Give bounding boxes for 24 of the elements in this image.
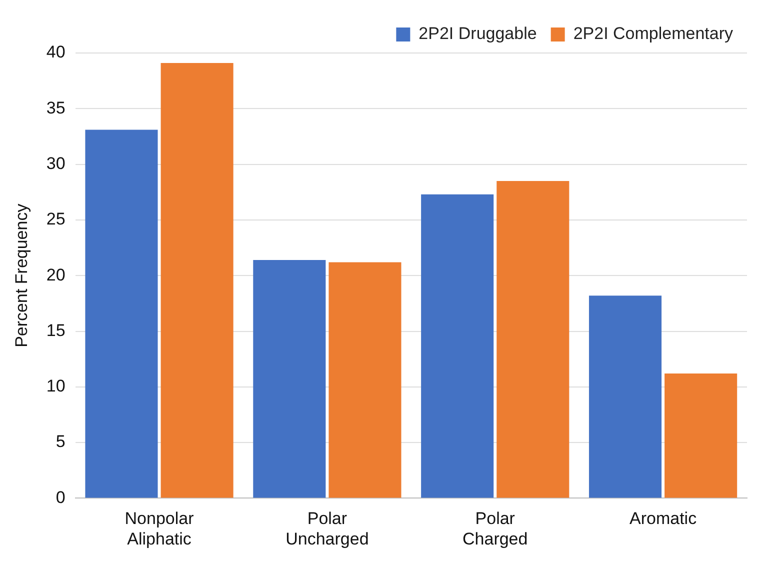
y-axis-title: Percent Frequency — [12, 203, 31, 348]
y-tick-label: 40 — [46, 42, 66, 62]
x-tick-label: Nonpolar Aliphatic — [124, 509, 194, 548]
bar — [253, 260, 326, 498]
bar — [588, 296, 662, 498]
y-tick-label: 25 — [46, 210, 66, 229]
y-tick-label: 15 — [46, 320, 66, 340]
bar — [160, 63, 234, 498]
y-tick-label: 10 — [46, 376, 66, 396]
x-tick-label: Polar Charged — [462, 509, 528, 548]
x-tick-label: Aromatic — [630, 509, 698, 528]
bar — [664, 374, 738, 498]
bar — [421, 194, 494, 498]
bar — [85, 130, 158, 498]
y-tick-label: 35 — [46, 98, 66, 118]
bar — [496, 180, 570, 498]
x-tick-label: Polar Uncharged — [286, 509, 369, 548]
y-tick-label: 5 — [56, 432, 66, 452]
y-tick-label: 0 — [56, 488, 66, 507]
bar — [328, 262, 402, 498]
y-tick-label: 20 — [46, 265, 66, 284]
legend-label: 2P2I Complementary — [573, 24, 734, 44]
y-tick-label: 30 — [46, 154, 66, 173]
legend-label: 2P2I Druggable — [418, 24, 537, 44]
